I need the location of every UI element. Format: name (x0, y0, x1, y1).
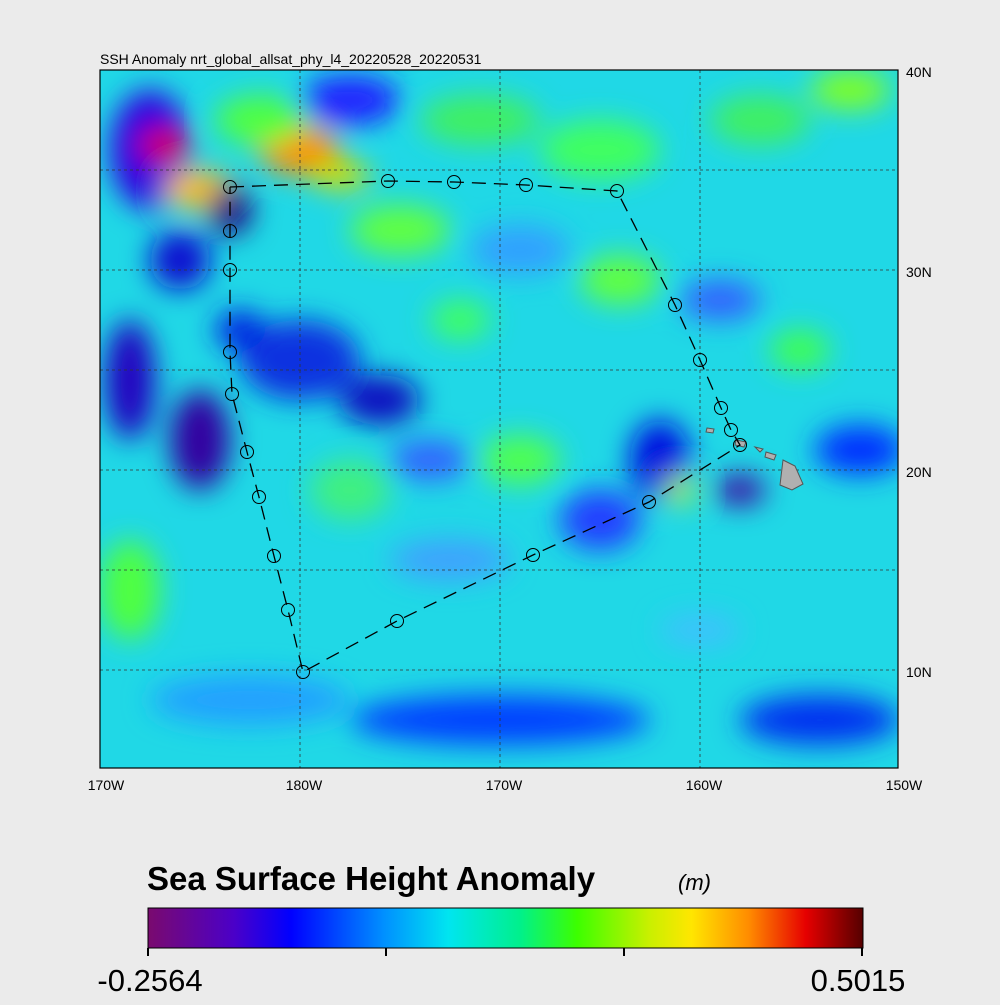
hawaii (705, 427, 804, 491)
ssh-blob (100, 540, 160, 640)
track-point (223, 224, 237, 238)
ssh-field (100, 70, 898, 768)
ssh-blob (770, 330, 830, 370)
lon-label: 180W (286, 777, 323, 793)
ssh-blob (430, 300, 490, 340)
track-point (223, 263, 237, 277)
ssh-blob (350, 205, 450, 255)
ssh-blob (710, 95, 810, 145)
track-point (296, 665, 310, 679)
map-title: SSH Anomaly nrt_global_allsat_phy_l4_202… (100, 51, 482, 67)
lat-label: 10N (906, 664, 932, 680)
track-point (724, 423, 738, 437)
lat-label: 30N (906, 264, 932, 280)
track-point (267, 549, 281, 563)
track-point (714, 401, 728, 415)
ssh-blob (815, 425, 898, 475)
lat-label: 20N (906, 464, 932, 480)
ssh-blob (680, 280, 760, 320)
lon-label: 150W (886, 777, 923, 793)
track (223, 174, 747, 679)
ssh-blob (300, 75, 400, 125)
track-point (240, 445, 254, 459)
ssh-blob (390, 440, 470, 480)
ssh-blob (215, 310, 265, 350)
lon-label: 160W (686, 777, 723, 793)
lon-label: 170W (88, 777, 125, 793)
track-line (229, 180, 741, 673)
ssh-blob (540, 120, 660, 180)
ssh-blob (150, 230, 210, 290)
graticule (100, 70, 898, 768)
track-point (223, 345, 237, 359)
ssh-blob (390, 540, 510, 580)
track-point (447, 175, 461, 189)
ssh-blob (420, 95, 540, 145)
ssh-blob (105, 320, 155, 440)
ssh-blob (310, 160, 370, 190)
track-point (223, 180, 237, 194)
track-point (519, 178, 533, 192)
ssh-blob (150, 675, 350, 725)
ssh-blob (340, 375, 420, 425)
track-point (281, 603, 295, 617)
ssh-blob (740, 695, 898, 745)
lat-label: 40N (906, 64, 932, 80)
track-point (252, 490, 266, 504)
ssh-blob (560, 490, 640, 550)
map-frame (99, 69, 899, 769)
colorbar-min: -0.2564 (97, 963, 202, 998)
ssh-blob (215, 95, 305, 145)
track-point (668, 298, 682, 312)
track-point (733, 438, 747, 452)
ssh-blob (470, 225, 570, 275)
ssh-blob (810, 70, 890, 110)
track-point (642, 495, 656, 509)
track-point (693, 353, 707, 367)
track-point (225, 387, 239, 401)
ssh-blob (665, 475, 695, 505)
track-point (390, 614, 404, 628)
colorbar-units: (m) (678, 870, 711, 895)
ssh-blob (310, 460, 390, 520)
track-point (381, 174, 395, 188)
colorbar-ticks (147, 948, 863, 956)
ssh-blob (715, 475, 765, 505)
ssh-blob (480, 435, 560, 485)
colorbar-title: Sea Surface Height Anomaly (147, 860, 596, 897)
ssh-blob (580, 255, 660, 305)
ssh-blob (140, 130, 190, 160)
track-point (610, 184, 624, 198)
track-point (526, 548, 540, 562)
colorbar (147, 907, 864, 949)
colorbar-max: 0.5015 (811, 963, 906, 998)
ssh-blob (170, 390, 230, 490)
lon-label: 170W (486, 777, 523, 793)
